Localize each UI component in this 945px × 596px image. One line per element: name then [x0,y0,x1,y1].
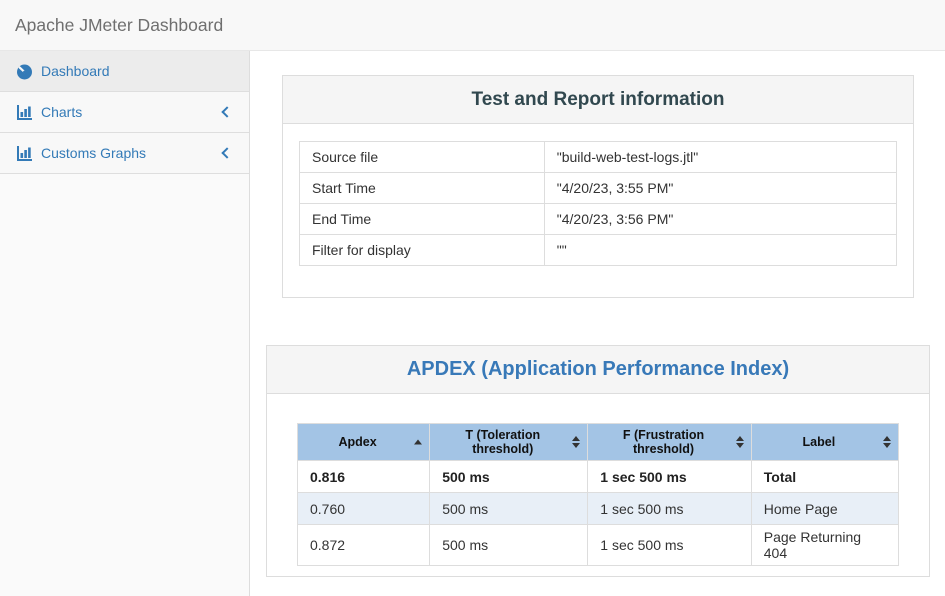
sidebar-item-label: Charts [41,104,83,120]
sidebar-item-label: Customs Graphs [41,145,147,161]
table-header-row: Apdex T (Toleration threshold) F (Frustr… [296,423,900,461]
test-info-table: Source file "build-web-test-logs.jtl" St… [299,141,898,266]
sort-asc-icon[interactable] [414,439,423,445]
column-header-frustration[interactable]: F (Frustration threshold) [587,423,752,461]
frustration-value: 1 sec 500 ms [587,524,752,566]
info-label: Source file [299,141,545,173]
column-label: Apdex [338,435,377,449]
table-row: Start Time "4/20/23, 3:55 PM" [299,172,898,204]
sidebar-item-dashboard[interactable]: Dashboard [0,51,249,92]
apdex-value: 0.872 [296,524,431,566]
info-value: "" [543,234,898,266]
panel-header: Test and Report information [283,76,913,124]
info-label: End Time [299,203,545,235]
sidebar-item-label: Dashboard [41,63,110,79]
sidebar-item-charts[interactable]: Charts [0,92,249,133]
apdex-value: 0.760 [296,492,431,525]
sidebar-item-customs-graphs[interactable]: Customs Graphs [0,133,249,174]
table-row-total: 0.816 500 ms 1 sec 500 ms Total [296,460,900,493]
sort-both-icon[interactable] [735,436,744,448]
chevron-left-icon[interactable] [221,106,233,118]
info-label: Start Time [299,172,545,204]
frustration-value: 1 sec 500 ms [587,460,752,493]
frustration-value: 1 sec 500 ms [587,492,752,525]
bar-chart-icon [17,145,32,161]
panel-title: Test and Report information [471,88,725,110]
table-row: End Time "4/20/23, 3:56 PM" [299,203,898,235]
top-navbar: Apache JMeter Dashboard [0,0,945,51]
label-value: Page Returning 404 [750,524,900,566]
toleration-value: 500 ms [429,460,589,493]
column-header-label[interactable]: Label [750,423,900,461]
info-value: "4/20/23, 3:55 PM" [543,172,898,204]
info-value: "4/20/23, 3:56 PM" [543,203,898,235]
panel-header: APDEX (Application Performance Index) [267,346,929,394]
tachometer-icon [17,64,32,79]
app-title: Apache JMeter Dashboard [15,14,224,35]
sort-both-icon[interactable] [572,436,581,448]
bar-chart-icon [17,104,32,120]
column-label: F (Frustration threshold) [622,428,705,456]
toleration-value: 500 ms [429,492,589,525]
column-header-apdex[interactable]: Apdex [296,423,431,461]
label-value: Home Page [750,492,900,525]
table-row: 0.872 500 ms 1 sec 500 ms Page Returning… [296,524,900,566]
table-row: Source file "build-web-test-logs.jtl" [299,141,898,173]
info-value: "build-web-test-logs.jtl" [543,141,898,173]
sidebar: Dashboard Charts Customs Graphs [0,51,250,596]
chevron-left-icon[interactable] [221,147,233,159]
toleration-value: 500 ms [429,524,589,566]
panel-title: APDEX (Application Performance Index) [406,358,790,380]
column-label: T (Toleration threshold) [465,428,541,456]
table-row: Filter for display "" [299,234,898,266]
apdex-table: Apdex T (Toleration threshold) F (Frustr… [296,423,900,566]
column-label: Label [802,435,836,449]
apdex-value: 0.816 [296,460,431,493]
table-row: 0.760 500 ms 1 sec 500 ms Home Page [296,492,900,525]
apdex-panel: APDEX (Application Performance Index) Ap… [266,345,930,577]
column-header-toleration[interactable]: T (Toleration threshold) [429,423,589,461]
sort-both-icon[interactable] [883,436,891,448]
panel-body: Apdex T (Toleration threshold) F (Frustr… [267,394,929,595]
label-value: Total [750,460,900,493]
test-report-info-panel: Test and Report information Source file … [282,75,914,298]
panel-body: Source file "build-web-test-logs.jtl" St… [283,124,913,283]
info-label: Filter for display [299,234,545,266]
main-content: Test and Report information Source file … [251,51,945,596]
